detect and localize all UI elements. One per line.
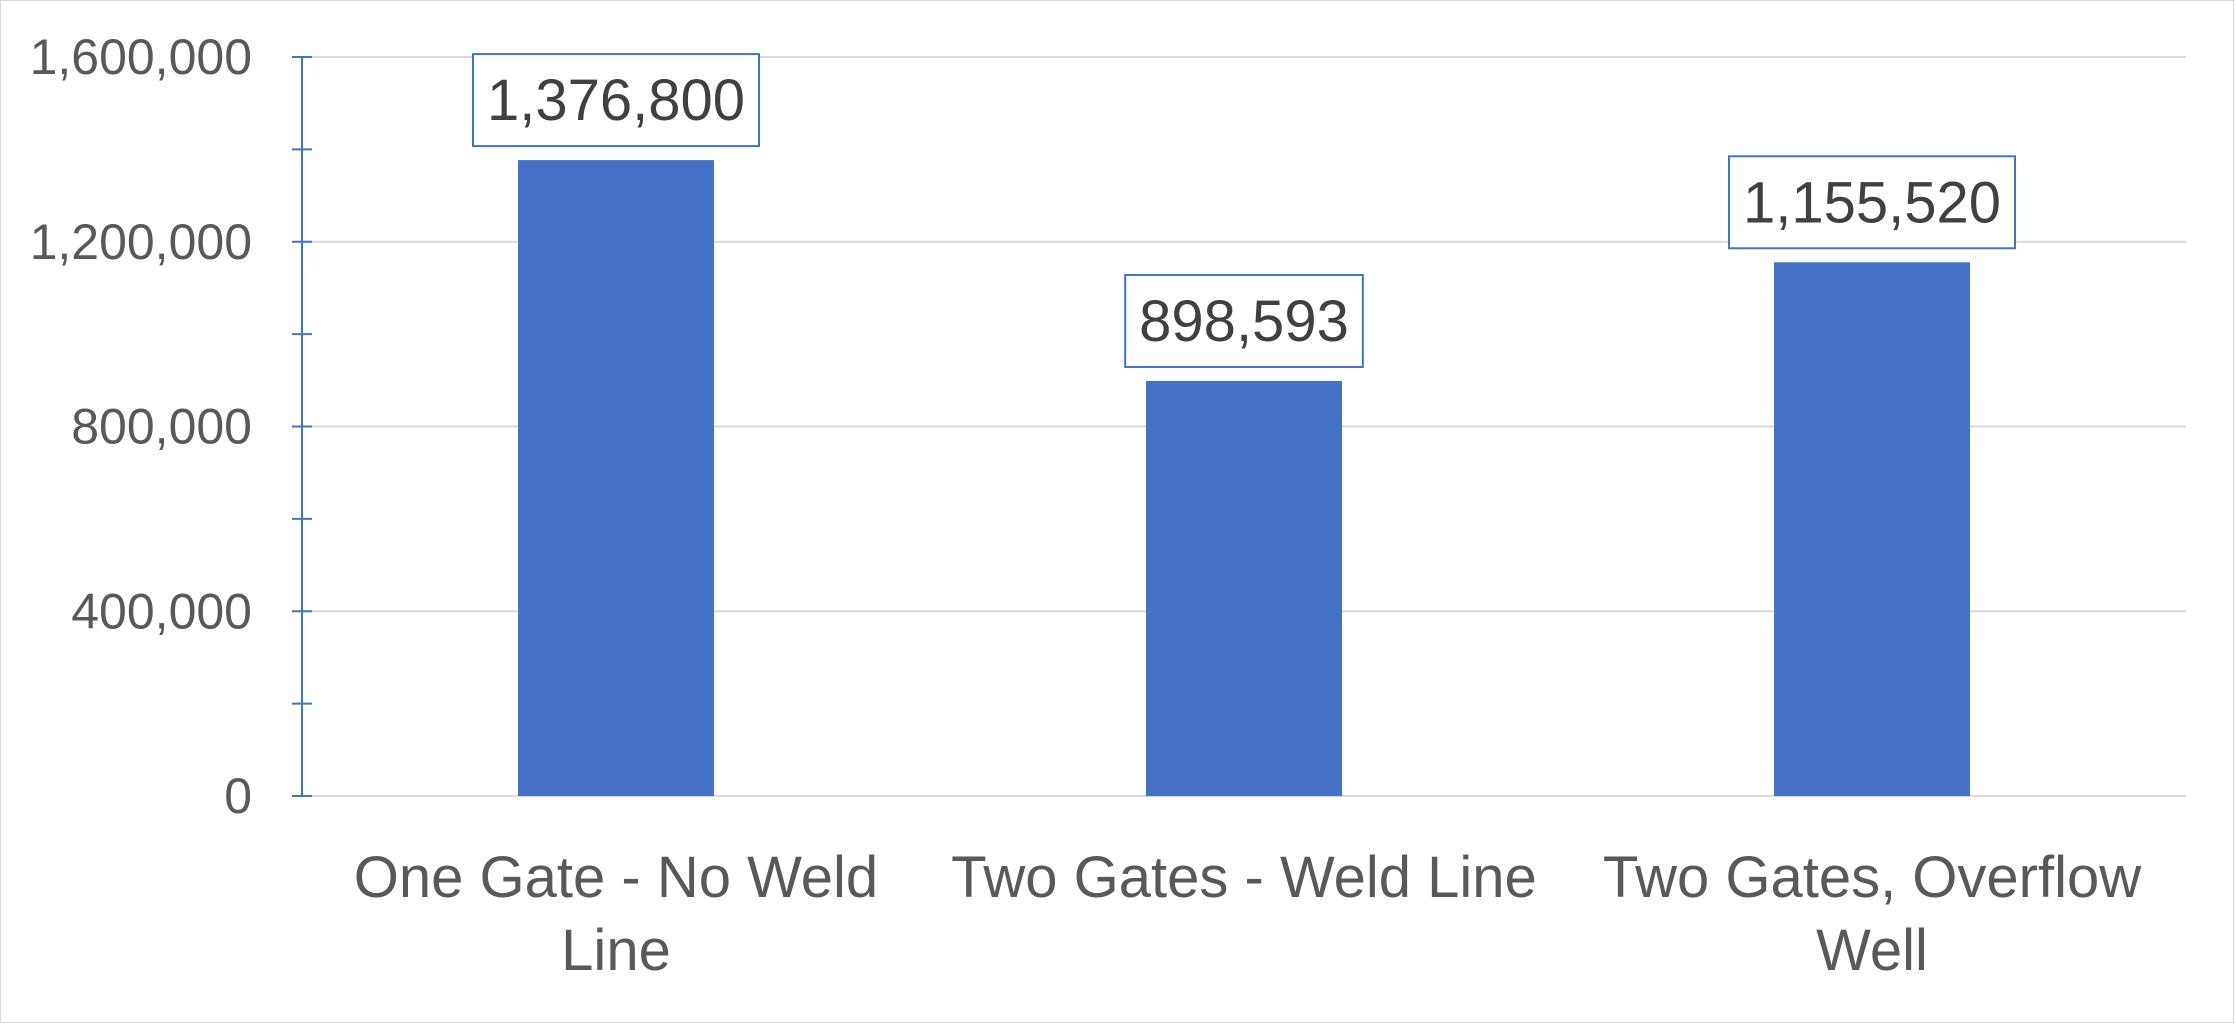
- bar: [1774, 262, 1970, 796]
- x-category-label: Two Gates, Overflow: [1603, 845, 2142, 910]
- data-label-text: 898,593: [1139, 289, 1349, 354]
- y-tick-label: 1,200,000: [30, 214, 252, 270]
- bars: [518, 160, 1970, 796]
- y-axis: [292, 56, 312, 797]
- y-tick-label: 0: [224, 768, 252, 824]
- y-tick-label: 400,000: [71, 583, 252, 639]
- data-label: 898,593: [1124, 273, 1364, 368]
- x-category-label: Line: [561, 918, 671, 983]
- data-label-box: [1124, 273, 1364, 368]
- x-category-label: One Gate - No Weld: [354, 845, 878, 910]
- data-label-box: [471, 53, 761, 148]
- data-label-text: 1,376,800: [487, 68, 745, 133]
- y-tick-label: 1,600,000: [30, 29, 252, 85]
- x-category-label: Well: [1816, 918, 1928, 983]
- data-labels: 1,376,800 898,593 1,155,520: [471, 53, 2017, 368]
- data-label-text: 1,155,520: [1743, 170, 2001, 235]
- x-category-labels: One Gate - No Weld Line Two Gates - Weld L…: [354, 845, 2142, 983]
- bar: [518, 160, 714, 796]
- bar: [1146, 380, 1342, 796]
- y-tick-labels: 0 400,000 800,000 1,200,000 1,600,000: [30, 29, 252, 824]
- y-tick-label: 800,000: [71, 399, 252, 455]
- x-category-label: Two Gates - Weld Line: [951, 845, 1537, 910]
- data-label: 1,376,800: [471, 53, 761, 148]
- data-label-box: [1727, 155, 2017, 250]
- data-label: 1,155,520: [1727, 155, 2017, 250]
